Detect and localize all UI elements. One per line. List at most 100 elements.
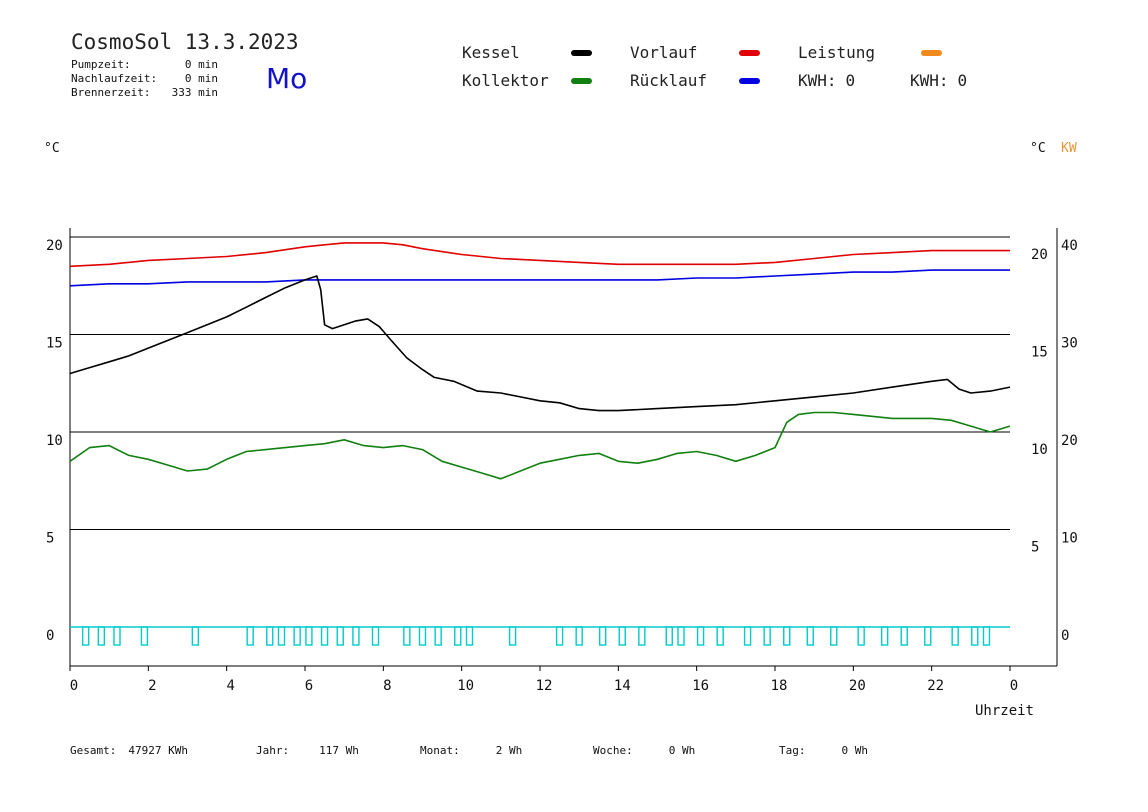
gridlines [70, 236, 1010, 628]
pump-pulse [352, 626, 360, 646]
stat-label: Nachlaufzeit: [71, 72, 157, 85]
legend-label-kollektor: Kollektor [462, 71, 549, 90]
stat-value: 0 min [185, 58, 218, 71]
kwh-label: KWH: [798, 71, 837, 90]
pump-pulse [806, 626, 814, 646]
pump-pulse [434, 626, 442, 646]
pump-pulse [277, 626, 286, 646]
legend-label-leistung: Leistung [798, 43, 875, 62]
x-tick-label: 14 [614, 678, 631, 694]
series-line-vorlauf [69, 242, 1010, 268]
legend: Kessel Vorlauf Leistung Kollektor Rückla… [462, 43, 967, 90]
x-tick-label: 10 [457, 678, 474, 694]
x-tick-label: 20 [849, 678, 866, 694]
y-tick-label: 15 [46, 336, 63, 352]
pump-pulse [924, 626, 932, 646]
power-axis-unit: KW [1061, 141, 1077, 156]
power-tick-label: 40 [1061, 238, 1078, 254]
x-tick-label: 22 [927, 678, 944, 694]
right-axis-ticks: 20 15 10 5 [1031, 247, 1048, 556]
legend-label-ruecklauf: Rücklauf [630, 71, 707, 90]
x-tick-label: 8 [383, 678, 391, 694]
pump-pulse [951, 626, 959, 646]
kwh-value: 0 [958, 71, 968, 90]
chart-title: CosmoSol 13.3.2023 [71, 30, 299, 54]
pump-pulse [763, 626, 771, 646]
legend-label-kessel: Kessel [462, 43, 520, 62]
footer-week: Woche: 0 Wh [593, 744, 695, 757]
right-tick-label: 20 [1031, 247, 1048, 263]
footer-totals: Gesamt: 47927 KWh Jahr: 117 Wh Monat: 2 Wh … [70, 744, 868, 757]
pump-pulse [418, 626, 427, 646]
pump-pulse [320, 626, 329, 646]
pump-pulse [743, 626, 752, 646]
footer-total: Gesamt: 47927 KWh [70, 744, 188, 757]
right-axis-unit: °C [1030, 141, 1046, 156]
stat-label: Brennerzeit: [71, 86, 150, 99]
y-tick-label: 0 [46, 628, 54, 644]
right-tick-label: 10 [1031, 442, 1048, 458]
pump-pulse [81, 626, 90, 646]
series-line-ruecklauf [69, 269, 1010, 287]
power-tick-label: 10 [1061, 531, 1078, 547]
pump-pulse [857, 626, 865, 646]
legend-swatch-kollektor [571, 78, 592, 84]
weekday-label: Mo [266, 62, 307, 95]
stat-value: 333 min [172, 86, 218, 99]
x-axis-title: Uhrzeit [975, 703, 1034, 719]
kwh-readout-power: KWH: 0 [798, 71, 855, 90]
pump-pulse [336, 626, 344, 646]
stat-label: Pumpzeit: [71, 58, 131, 71]
footer-month: Monat: 2 Wh [420, 744, 522, 757]
footer-year: Jahr: 117 Wh [256, 744, 359, 757]
y-tick-label: 10 [46, 433, 63, 449]
pump-pulse [508, 626, 517, 646]
pump-pulse [266, 626, 274, 646]
footer-day: Tag: 0 Wh [779, 744, 868, 757]
x-tick-label: 2 [148, 678, 156, 694]
series-line-kessel [69, 275, 1011, 412]
legend-swatch-ruecklauf [739, 78, 760, 84]
header-stats: Pumpzeit: 0 min Nachlaufzeit: 0 min Bren… [71, 58, 218, 99]
plot-area: 20 15 10 5 0 20 15 10 5 40 30 20 10 0 0 2 4 6 8 10 12 14 16… [46, 228, 1078, 694]
pump-pulse [454, 626, 462, 646]
kwh-readout-secondary: KWH: 0 [910, 71, 967, 90]
legend-label-vorlauf: Vorlauf [630, 43, 697, 62]
pump-pulse [665, 626, 673, 646]
pump-pulses [70, 626, 1010, 646]
kwh-label: KWH: [910, 71, 949, 90]
x-tick-label: 6 [305, 678, 313, 694]
x-tick-label: 0 [70, 678, 78, 694]
left-axis-unit: °C [44, 141, 60, 156]
pump-pulse [677, 626, 685, 646]
x-tick-label: 0 [1010, 678, 1018, 694]
pump-pulse [191, 626, 200, 646]
power-tick-label: 30 [1061, 336, 1078, 352]
pump-pulse [305, 626, 313, 646]
y-tick-label: 20 [46, 238, 63, 254]
y-tick-label: 5 [46, 531, 54, 547]
x-tick-label: 16 [692, 678, 709, 694]
kwh-value: 0 [846, 71, 856, 90]
pump-pulse [971, 626, 979, 646]
power-tick-label: 0 [1061, 628, 1069, 644]
x-tick-label: 4 [226, 678, 234, 694]
pump-pulse [598, 626, 607, 646]
pump-pulse [140, 626, 149, 646]
pump-pulse [900, 626, 908, 646]
pump-pulse [371, 626, 380, 646]
pump-pulse [716, 626, 724, 646]
pump-pulse [618, 626, 626, 646]
series-line-kollektor [69, 411, 1011, 480]
pump-pulse [403, 626, 411, 646]
x-axis-ticks: 0 2 4 6 8 10 12 14 16 18 20 22 0 [69, 666, 1018, 694]
legend-swatch-vorlauf [739, 50, 760, 56]
pump-pulse [246, 626, 254, 646]
x-tick-label: 12 [536, 678, 553, 694]
pump-pulse [465, 626, 474, 646]
pump-pulse [575, 626, 583, 646]
series-lines [69, 242, 1011, 480]
stat-value: 0 min [185, 72, 218, 85]
pump-pulse [783, 626, 791, 646]
